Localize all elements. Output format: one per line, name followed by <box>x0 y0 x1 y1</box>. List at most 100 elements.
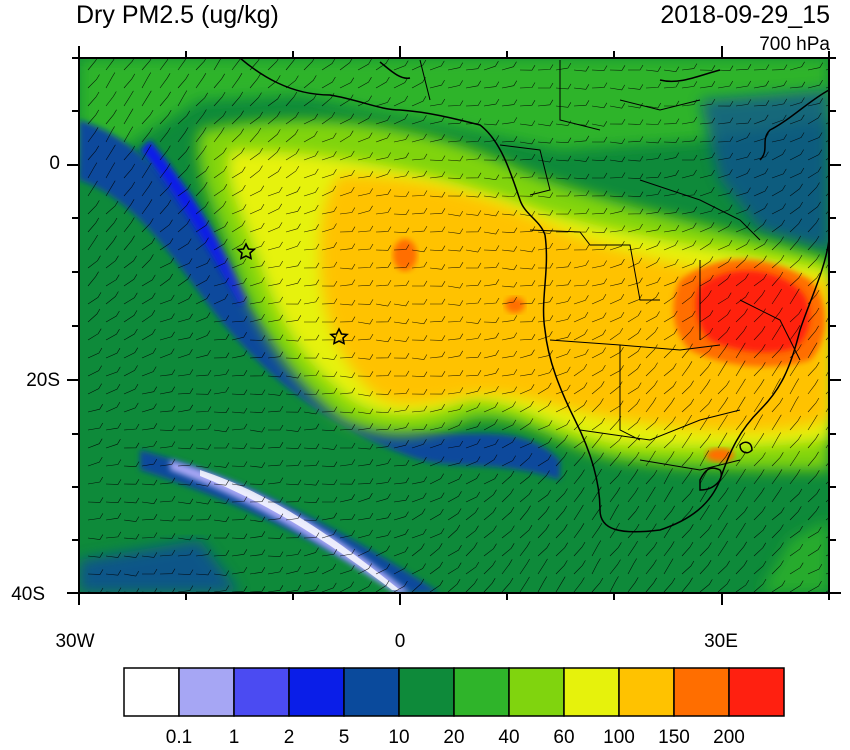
wind-barb <box>411 528 427 539</box>
wind-barb <box>123 145 136 161</box>
wind-barb <box>267 241 283 251</box>
wind-barb <box>645 344 658 359</box>
wind-barb <box>735 151 751 161</box>
wind-barb <box>717 117 734 125</box>
wind-barb <box>231 91 244 107</box>
wind-barb <box>214 442 230 449</box>
wind-barb <box>771 203 786 215</box>
wind-barb <box>285 532 302 539</box>
wind-barb <box>195 312 211 323</box>
wind-barb <box>393 209 410 215</box>
wind-barb <box>375 477 392 485</box>
colorbar-tick-label: 200 <box>713 727 745 748</box>
wind-barb <box>807 182 820 197</box>
wind-barb <box>303 187 319 197</box>
wind-barb <box>411 96 427 107</box>
map-datetime: 2018-09-29_15 <box>660 1 830 29</box>
lat-label-20s: 20S <box>26 370 60 391</box>
wind-barb <box>303 370 320 377</box>
wind-barb <box>825 315 829 323</box>
wind-barb <box>393 113 409 125</box>
wind-barb <box>591 190 608 197</box>
wind-barb <box>753 308 766 323</box>
wind-barb <box>519 437 535 449</box>
wind-barb <box>231 586 248 593</box>
wind-barb <box>411 543 425 557</box>
wind-barb <box>807 526 822 539</box>
wind-barb <box>681 275 697 287</box>
wind-barb <box>303 389 320 395</box>
wind-barb <box>231 332 247 341</box>
wind-barb <box>699 205 715 215</box>
wind-barb <box>789 149 804 161</box>
wind-barb <box>303 204 319 215</box>
wind-barb <box>123 235 135 251</box>
wind-barb <box>447 545 462 557</box>
wind-barb <box>357 354 374 360</box>
wind-barb <box>573 435 587 449</box>
wind-barb <box>447 135 464 143</box>
wind-barb <box>123 365 138 377</box>
wind-barb <box>123 126 134 143</box>
wind-barb <box>411 261 428 269</box>
wind-barb <box>753 469 765 485</box>
wind-barb <box>537 242 554 251</box>
wind-barb <box>393 134 409 143</box>
wind-barb <box>141 479 158 486</box>
wind-barb <box>87 127 99 143</box>
wind-barb <box>483 98 500 107</box>
wind-barb <box>105 310 120 323</box>
wind-barb <box>735 291 749 305</box>
wind-barb <box>447 457 463 467</box>
wind-barb <box>285 335 302 342</box>
wind-barbs <box>87 58 829 593</box>
wind-barb <box>411 335 428 341</box>
wind-barb <box>339 459 356 467</box>
wind-barb <box>429 245 446 252</box>
wind-barb <box>105 422 122 431</box>
wind-barb <box>285 129 299 143</box>
wind-barb <box>87 383 102 395</box>
wind-barb <box>249 335 266 341</box>
wind-barb <box>609 381 623 395</box>
wind-barb <box>123 461 140 467</box>
wind-barb <box>753 326 766 341</box>
wind-barb <box>159 313 175 323</box>
wind-barb <box>231 566 248 575</box>
wind-barb <box>231 389 248 396</box>
wind-barb <box>285 565 301 575</box>
wind-barb <box>393 529 409 539</box>
wind-barb <box>717 451 729 467</box>
wind-barb <box>357 478 374 485</box>
wind-barb <box>537 137 554 144</box>
wind-barb <box>393 440 409 449</box>
wind-barb <box>231 480 248 487</box>
axis-ticks <box>67 46 841 605</box>
wind-barb <box>591 417 605 431</box>
wind-barb <box>537 120 554 127</box>
wind-barb <box>213 498 230 504</box>
wind-barb <box>753 114 769 125</box>
wind-barb <box>663 188 680 197</box>
wind-barb <box>429 422 445 431</box>
wind-barb <box>538 82 554 89</box>
wind-barb <box>339 479 356 485</box>
wind-barb <box>681 451 694 467</box>
wind-barb <box>231 496 248 503</box>
wind-barb <box>627 469 639 485</box>
wind-barb <box>627 487 639 503</box>
wind-barb <box>195 220 210 233</box>
wind-barb <box>105 91 117 107</box>
wind-barb <box>465 333 482 341</box>
wind-barb <box>753 273 767 287</box>
wind-barb <box>249 277 265 287</box>
wind-barb <box>267 496 284 503</box>
wind-barb <box>123 479 140 485</box>
wind-barb <box>519 349 535 359</box>
wind-barb <box>627 505 640 521</box>
wind-barb <box>267 166 282 179</box>
wind-barb <box>87 255 101 269</box>
wind-barb <box>537 192 554 198</box>
wind-barb <box>213 550 230 557</box>
wind-barb <box>105 274 120 287</box>
